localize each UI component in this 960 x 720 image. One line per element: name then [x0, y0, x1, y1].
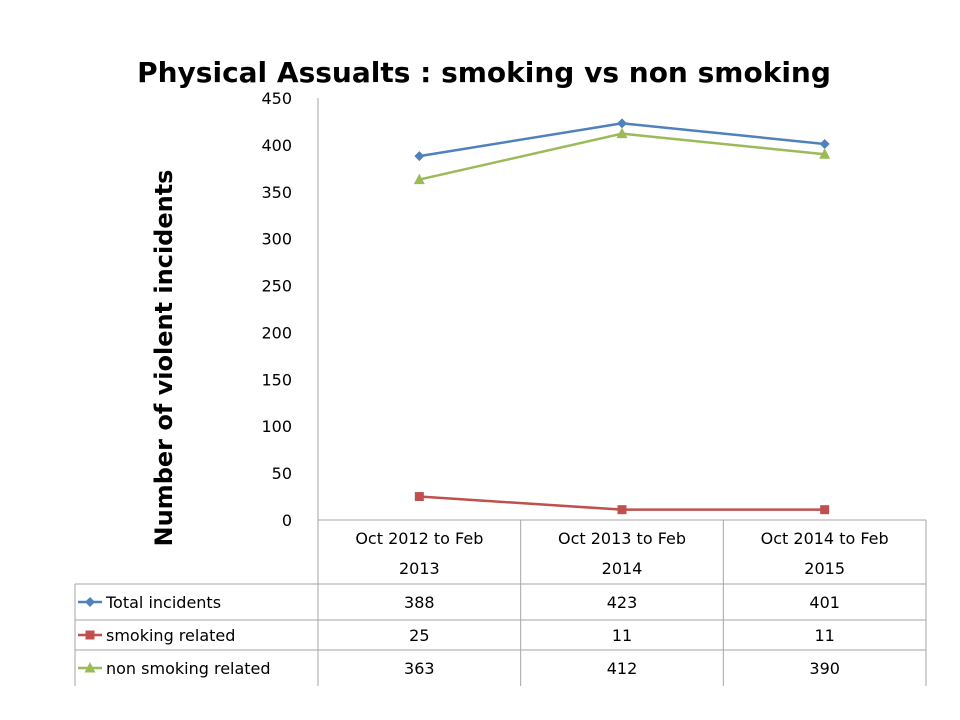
table-cell-value: 390: [809, 659, 840, 678]
y-tick-label: 350: [261, 183, 292, 202]
data-point: [84, 662, 96, 673]
table-cell-value: 423: [607, 593, 638, 612]
category-labels: Oct 2012 to Feb 2013 Oct 2013 to Feb 2014 Oc…: [355, 529, 888, 578]
chart-title: Physical Assualts : smoking vs non smoki…: [137, 56, 831, 89]
y-axis-ticks: 0 50 100 150 200 250 300 350 400 450: [261, 89, 292, 530]
data-point: [616, 127, 628, 139]
data-point: [617, 505, 627, 515]
y-tick-label: 100: [261, 417, 292, 436]
y-tick-label: 450: [261, 89, 292, 108]
legend-entry: Total incidents: [105, 593, 221, 612]
table-cell-value: 25: [409, 626, 429, 645]
series-line: [419, 132, 825, 181]
data-point: [820, 505, 830, 515]
data-point: [85, 597, 95, 607]
data-point: [414, 151, 425, 162]
data-point: [819, 138, 830, 149]
y-tick-label: 200: [261, 323, 292, 342]
legend-entry: smoking related: [106, 626, 235, 645]
category-label: 2014: [602, 559, 643, 578]
category-label: Oct 2013 to Feb: [558, 529, 686, 548]
category-label: Oct 2012 to Feb: [355, 529, 483, 548]
y-tick-label: 150: [261, 370, 292, 389]
data-point: [414, 492, 424, 502]
category-label: 2013: [399, 559, 440, 578]
y-tick-label: 400: [261, 136, 292, 155]
table-cell-value: 412: [607, 659, 638, 678]
data-point: [819, 148, 831, 159]
table-cell-value: 11: [612, 626, 632, 645]
table-cell-value: 401: [809, 593, 840, 612]
table-cell-value: 363: [404, 659, 435, 678]
data-table: Total incidents 388 423 401 smoking related 2…: [78, 593, 840, 678]
table-cell-value: 388: [404, 593, 435, 612]
category-label: Oct 2014 to Feb: [761, 529, 889, 548]
y-tick-label: 300: [261, 230, 292, 249]
data-point: [413, 173, 425, 185]
table-cell-value: 11: [814, 626, 834, 645]
category-label: 2015: [804, 559, 845, 578]
data-point: [85, 630, 95, 640]
y-tick-label: 50: [272, 464, 292, 483]
y-tick-label: 250: [261, 277, 292, 296]
data-table-grid: [74, 98, 927, 686]
y-axis-label: Number of violent incidents: [150, 170, 178, 547]
legend-entry: non smoking related: [106, 659, 271, 678]
data-point: [617, 118, 627, 129]
y-tick-label: 0: [282, 511, 292, 530]
series-lines: [413, 118, 831, 515]
